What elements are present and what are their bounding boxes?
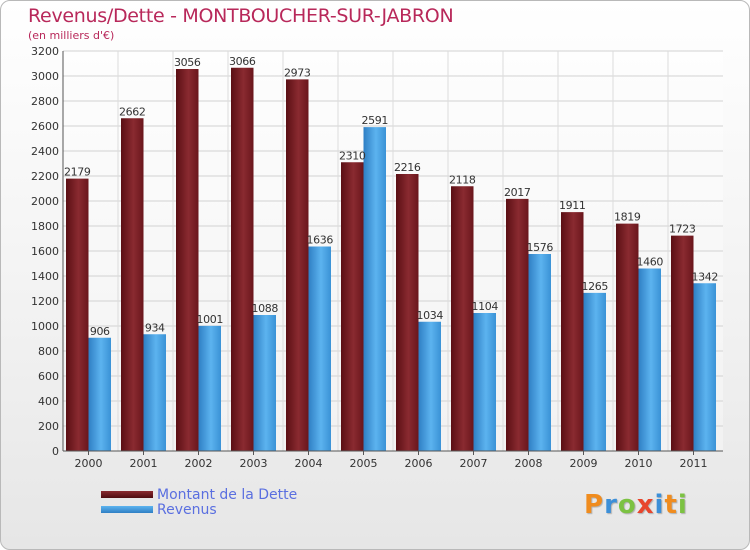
data-label-revenus: 1265 (582, 280, 609, 293)
y-tick-label: 3200 (31, 45, 59, 58)
labels-layer: 2179 906 2662 934 3056 1001 3066 1088 2973 1636 23… (64, 55, 718, 338)
x-tick-label: 2010 (625, 457, 653, 470)
data-label-revenus: 1088 (252, 302, 279, 315)
y-tick-label: 2400 (31, 145, 59, 158)
bar-dette (561, 212, 584, 451)
x-tick-label: 2004 (295, 457, 323, 470)
bar-revenus (253, 315, 276, 451)
chart-subtitle: (en milliers d'€) (28, 29, 115, 42)
data-label-revenus: 1636 (307, 234, 334, 247)
bar-dette (231, 67, 254, 451)
bar-dette (66, 178, 89, 451)
y-tick-label: 800 (38, 345, 59, 358)
y-tick-label: 600 (38, 370, 59, 383)
y-tick-label: 0 (52, 445, 59, 458)
y-tick-label: 1200 (31, 295, 59, 308)
bar-dette (121, 118, 144, 451)
data-label-dette: 1911 (559, 199, 585, 212)
logo-letter: r (604, 490, 618, 520)
bar-revenus (418, 321, 441, 451)
data-label-dette: 2310 (339, 149, 366, 162)
chart-title: Revenus/Dette - MONTBOUCHER-SUR-JABRON (28, 5, 454, 27)
logo-letter: i (654, 490, 665, 520)
bar-dette (506, 198, 529, 451)
bar-revenus (308, 246, 331, 451)
x-tick-label: 2003 (240, 457, 268, 470)
y-tick-label: 2600 (31, 120, 59, 133)
grid-layer (62, 50, 723, 452)
data-label-revenus: 1034 (417, 309, 444, 322)
data-label-dette: 2179 (64, 166, 91, 179)
data-label-dette: 2216 (394, 161, 421, 174)
bar-revenus (473, 313, 496, 451)
y-tick-label: 2800 (31, 95, 59, 108)
x-tick-label: 2009 (570, 457, 598, 470)
x-tick-label: 2011 (680, 457, 708, 470)
bar-dette (396, 174, 419, 451)
x-tick-label: 2002 (185, 457, 213, 470)
data-label-dette: 2662 (119, 105, 145, 118)
bar-dette (671, 235, 694, 451)
y-tick-label: 1400 (31, 270, 59, 283)
bars-layer (66, 67, 716, 451)
data-label-dette: 3056 (174, 56, 201, 69)
data-label-revenus: 934 (145, 321, 165, 334)
data-label-dette: 3066 (229, 55, 256, 68)
data-label-revenus: 1460 (637, 256, 664, 269)
data-label-dette: 2118 (449, 173, 476, 186)
bar-revenus (528, 254, 551, 451)
data-label-revenus: 906 (90, 325, 110, 338)
x-tick-label: 2006 (405, 457, 433, 470)
logo-letter: i (677, 490, 688, 520)
legend-label-dette: Montant de la Dette (157, 487, 298, 503)
data-label-dette: 1819 (614, 211, 641, 224)
data-label-revenus: 2591 (362, 114, 388, 127)
legend-swatch-revenus (101, 506, 153, 513)
y-tick-label: 200 (38, 420, 59, 433)
y-tick-label: 1600 (31, 245, 59, 258)
x-tick-label: 2008 (515, 457, 543, 470)
bar-dette (286, 79, 309, 451)
bar-revenus (693, 283, 716, 451)
data-label-revenus: 1576 (527, 241, 554, 254)
bar-revenus (143, 334, 166, 451)
logo-letter: x (636, 490, 655, 520)
data-label-dette: 2973 (284, 66, 311, 79)
legend-swatch-dette (101, 491, 153, 498)
y-tick-label: 2200 (31, 170, 59, 183)
data-label-revenus: 1104 (472, 300, 499, 313)
y-tick-label: 1000 (31, 320, 59, 333)
data-label-revenus: 1001 (197, 313, 223, 326)
x-tick-label: 2000 (75, 457, 103, 470)
x-tick-label: 2007 (460, 457, 488, 470)
bar-dette (451, 186, 474, 451)
data-label-dette: 2017 (504, 186, 531, 199)
y-tick-label: 400 (38, 395, 59, 408)
bar-revenus (583, 292, 606, 451)
proxiti-logo: Proxiti (584, 490, 688, 520)
bar-revenus (198, 325, 221, 451)
y-tick-label: 1800 (31, 220, 59, 233)
logo-letter: o (617, 490, 637, 520)
bar-dette (341, 162, 364, 451)
bar-revenus (88, 337, 111, 451)
y-tick-label: 3000 (31, 70, 59, 83)
bar-revenus (638, 268, 661, 451)
data-label-dette: 1723 (669, 223, 696, 236)
x-tick-label: 2005 (350, 457, 378, 470)
bar-dette (616, 223, 639, 451)
axis-layer: 0 200 400 600 800 1000 1200 1400 1600 1800 2000 220… (31, 45, 723, 470)
logo-letter: P (584, 490, 605, 520)
data-label-revenus: 1342 (692, 270, 718, 283)
bar-revenus (363, 127, 386, 451)
bar-dette (176, 69, 199, 451)
logo-letter: t (664, 490, 678, 520)
y-tick-label: 2000 (31, 195, 59, 208)
x-tick-label: 2001 (130, 457, 158, 470)
legend-label-revenus: Revenus (157, 502, 217, 518)
